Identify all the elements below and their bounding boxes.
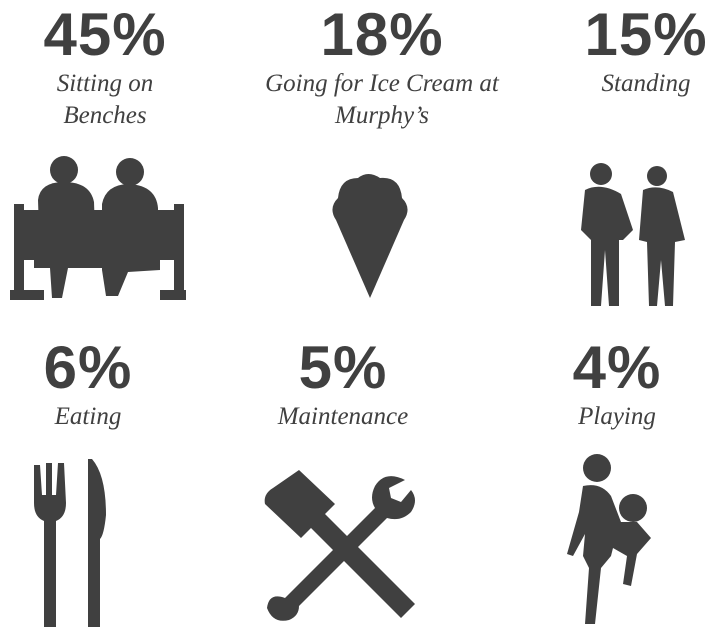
ice-cream-icon xyxy=(332,174,408,298)
stat-cell: 5% Maintenance xyxy=(223,337,463,433)
activity-label: Sitting on Benches xyxy=(56,70,154,129)
percent: 18% xyxy=(320,1,444,68)
percent: 6% xyxy=(43,334,133,401)
activity-label: Standing xyxy=(601,70,691,97)
bench-icon xyxy=(10,156,186,300)
tools-icon xyxy=(264,470,415,621)
stat-cell: 15% Standing xyxy=(526,4,717,100)
standing-icon xyxy=(581,163,685,306)
playing-icon xyxy=(567,454,651,624)
percent: 5% xyxy=(298,334,388,401)
activity-label: Playing xyxy=(578,403,656,430)
activity-label: Eating xyxy=(54,403,122,430)
percent: 15% xyxy=(584,1,708,68)
utensils-icon xyxy=(34,459,106,627)
percent: 45% xyxy=(43,1,167,68)
stat-cell: 4% Playing xyxy=(497,337,717,433)
stat-cell: 6% Eating xyxy=(0,337,208,433)
stat-cell: 45% Sitting on Benches xyxy=(0,4,225,132)
activity-label: Going for Ice Cream at Murphy’s xyxy=(265,70,499,129)
activity-label: Maintenance xyxy=(277,403,409,430)
percent: 4% xyxy=(572,334,662,401)
stat-cell: 18% Going for Ice Cream at Murphy’s xyxy=(262,4,502,132)
